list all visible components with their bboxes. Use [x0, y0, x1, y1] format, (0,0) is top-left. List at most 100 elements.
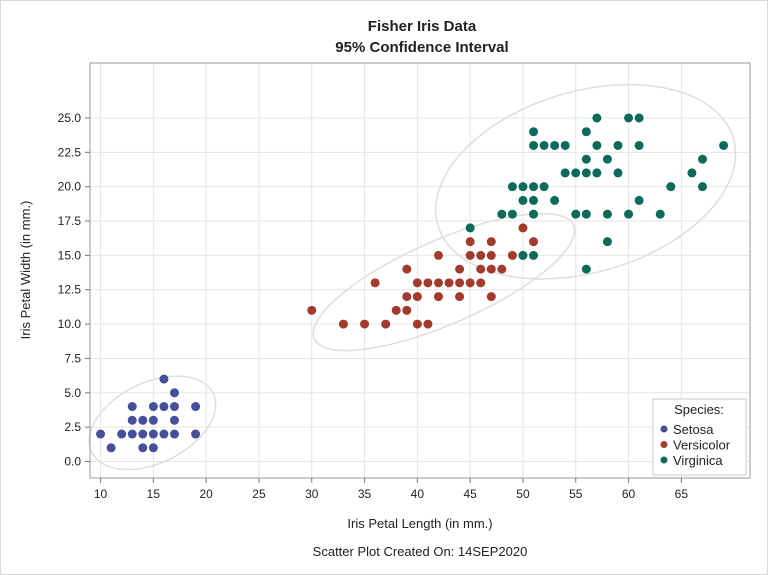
point-virginica — [529, 140, 539, 150]
x-axis-label: Iris Petal Length (in mm.) — [347, 516, 492, 531]
point-setosa — [159, 402, 169, 412]
point-virginica — [602, 237, 612, 247]
legend-marker-setosa — [660, 425, 668, 433]
point-setosa — [127, 402, 137, 412]
point-versicolor — [465, 278, 475, 288]
point-versicolor — [360, 319, 370, 329]
x-tick-label: 40 — [411, 487, 425, 501]
x-tick-label: 45 — [463, 487, 477, 501]
point-virginica — [560, 140, 570, 150]
point-versicolor — [465, 250, 475, 260]
point-virginica — [518, 182, 528, 192]
point-versicolor — [476, 278, 486, 288]
y-axis: 0.0 2.5 5.0 7.5 10.0 12.5 15.0 17.5 20.0 22.5 25.0 — [58, 111, 90, 469]
point-versicolor — [455, 278, 465, 288]
point-virginica — [634, 195, 644, 205]
point-versicolor — [497, 264, 507, 274]
y-tick-label: 20.0 — [58, 180, 82, 194]
chart-subtitle: 95% Confidence Interval — [335, 39, 508, 56]
point-setosa — [96, 429, 106, 439]
y-tick-label: 2.5 — [64, 420, 81, 434]
point-virginica — [518, 195, 528, 205]
legend-marker-virginica — [660, 456, 668, 464]
point-virginica — [624, 113, 634, 123]
point-setosa — [159, 374, 169, 384]
point-versicolor — [402, 292, 412, 302]
point-setosa — [127, 429, 137, 439]
ellipse-setosa — [88, 375, 217, 471]
x-tick-label: 55 — [569, 487, 583, 501]
y-axis-label: Iris Petal Width (in mm.) — [18, 201, 33, 340]
point-virginica — [697, 182, 707, 192]
point-versicolor — [338, 319, 348, 329]
legend-box — [652, 398, 747, 476]
point-versicolor — [412, 319, 422, 329]
point-versicolor — [433, 250, 443, 260]
point-setosa — [148, 402, 158, 412]
point-setosa — [191, 402, 201, 412]
point-versicolor — [465, 237, 475, 247]
point-versicolor — [423, 278, 433, 288]
x-tick-label: 50 — [516, 487, 530, 501]
y-tick-label: 17.5 — [58, 214, 82, 228]
point-virginica — [581, 209, 591, 219]
point-versicolor — [402, 264, 412, 274]
x-tick-label: 65 — [675, 487, 689, 501]
legend-title: Species: — [674, 402, 724, 417]
point-setosa — [148, 429, 158, 439]
legend-label-virginica: Virginica — [673, 453, 723, 468]
y-tick-label: 25.0 — [58, 111, 82, 125]
point-setosa — [138, 429, 148, 439]
x-tick-label: 20 — [199, 487, 213, 501]
point-virginica — [465, 223, 475, 233]
point-versicolor — [433, 278, 443, 288]
legend-marker-versicolor — [660, 441, 668, 448]
footnote: Scatter Plot Created On: 14SEP2020 — [313, 544, 528, 559]
point-virginica — [602, 209, 612, 219]
point-setosa — [159, 429, 169, 439]
point-setosa — [169, 388, 179, 398]
point-virginica — [581, 264, 591, 274]
point-virginica — [697, 154, 707, 164]
point-setosa — [191, 429, 201, 439]
point-versicolor — [370, 278, 380, 288]
ellipse-versicolor — [312, 212, 576, 352]
grid — [90, 63, 750, 478]
point-virginica — [507, 182, 517, 192]
points — [96, 113, 729, 453]
point-setosa — [169, 429, 179, 439]
point-virginica — [613, 168, 623, 178]
point-versicolor — [307, 305, 317, 315]
legend-label-setosa: Setosa — [673, 422, 714, 437]
x-tick-label: 25 — [252, 487, 266, 501]
y-tick-label: 10.0 — [58, 317, 82, 331]
x-axis: 10 15 20 25 30 35 40 45 50 55 60 65 — [94, 478, 688, 501]
point-versicolor — [507, 250, 517, 260]
y-tick-label: 0.0 — [64, 455, 81, 469]
point-virginica — [529, 127, 539, 137]
point-virginica — [592, 113, 602, 123]
ellipses — [88, 83, 737, 471]
chart-title: Fisher Iris Data — [368, 18, 477, 35]
point-versicolor — [381, 319, 391, 329]
point-setosa — [148, 415, 158, 425]
point-versicolor — [529, 237, 539, 247]
point-virginica — [529, 182, 539, 192]
point-virginica — [581, 168, 591, 178]
point-versicolor — [423, 319, 433, 329]
point-virginica — [613, 140, 623, 150]
point-versicolor — [518, 223, 528, 233]
point-virginica — [687, 168, 697, 178]
plot-area-border — [89, 62, 751, 479]
point-virginica — [581, 127, 591, 137]
point-virginica — [571, 209, 581, 219]
x-tick-label: 15 — [147, 487, 161, 501]
point-versicolor — [444, 278, 454, 288]
point-virginica — [571, 168, 581, 178]
point-versicolor — [412, 278, 422, 288]
point-versicolor — [476, 250, 486, 260]
point-setosa — [127, 415, 137, 425]
point-virginica — [539, 140, 549, 150]
